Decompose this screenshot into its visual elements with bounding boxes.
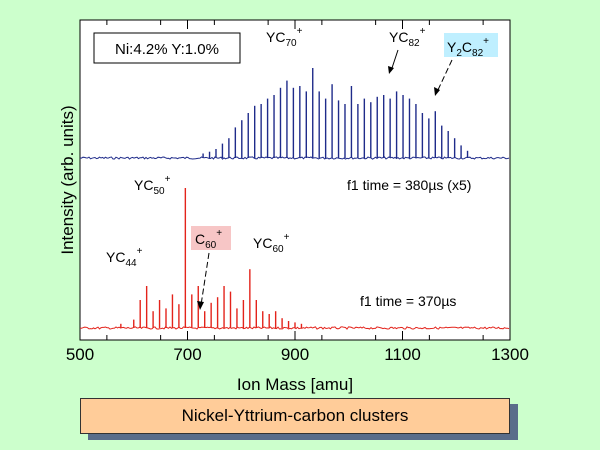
y2c82-arrowhead [434, 87, 440, 96]
composition-label: Ni:4.2% Y:1.0% [115, 41, 219, 58]
y-axis-label: Intensity (arb. units) [58, 105, 77, 254]
peak-label-yc82: YC82+ [389, 26, 426, 49]
blue-baseline [79, 156, 510, 160]
peak-label-y2c82: Y2C82+ [447, 36, 489, 59]
c60-arrowhead [197, 301, 204, 310]
y2c82-highlight [444, 33, 498, 57]
peak-label-yc44: YC44+ [106, 246, 143, 269]
x-tick-label: 1100 [384, 345, 421, 364]
spectra-group [79, 68, 510, 330]
x-tick-label: 1300 [491, 345, 529, 364]
peak-label-yc60: YC60+ [253, 232, 290, 255]
blue-series-annotation: f1 time = 380µs (x5) [347, 177, 471, 193]
x-tick-label: 700 [173, 345, 201, 364]
composition-box [93, 32, 241, 64]
caption-box: Nickel-Yttrium-carbon clusters [80, 398, 518, 440]
yc82-arrowhead [388, 66, 394, 74]
peak-label-yc50: YC50+ [134, 174, 171, 197]
y2c82-arrow [436, 59, 453, 93]
peak-label-c60: C60+ [195, 228, 222, 251]
caption-title: Nickel-Yttrium-carbon clusters [80, 398, 510, 434]
x-tick-label: 900 [281, 345, 309, 364]
x-axis-label: Ion Mass [amu] [237, 375, 353, 394]
x-ticks: 500 700 900 1100 1300 [66, 20, 529, 364]
peak-label-yc70: YC70+ [266, 26, 303, 49]
plot-area [79, 19, 511, 341]
x-tick-label: 500 [66, 345, 94, 364]
red-series-annotation: f1 time = 370µs [360, 293, 456, 309]
c60-highlight [191, 226, 231, 250]
